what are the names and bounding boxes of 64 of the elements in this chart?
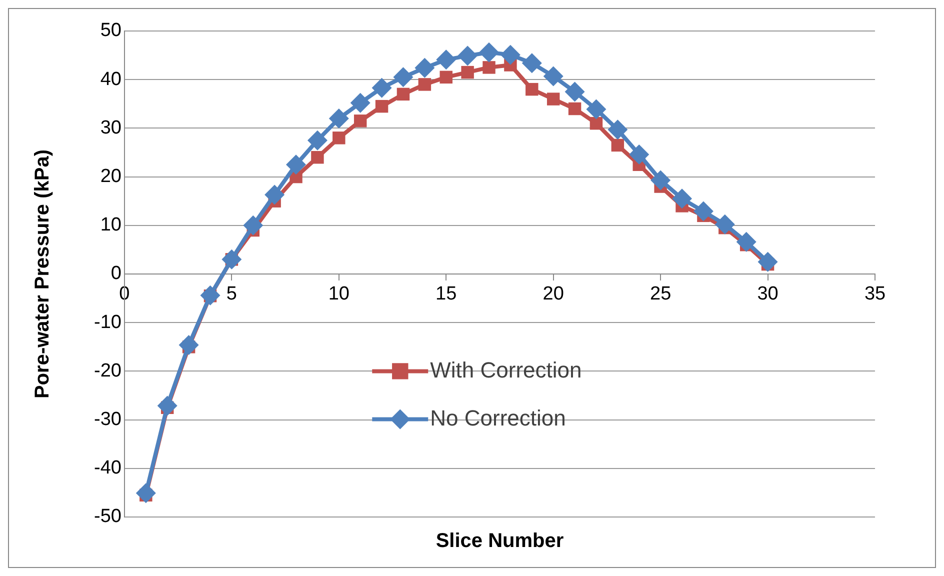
y-tick-label: -20 [94, 360, 122, 382]
point [586, 99, 606, 120]
y-tick-label: -40 [94, 458, 122, 479]
point [608, 120, 628, 140]
point [650, 170, 671, 190]
y-axis-title: Pore-water Pressure (kPa) [31, 149, 54, 399]
point [243, 215, 264, 236]
point [543, 66, 564, 86]
point [611, 138, 624, 152]
point [436, 50, 456, 70]
y-tick-label: -50 [94, 506, 122, 528]
point [568, 102, 582, 116]
x-tick-label: 30 [757, 284, 778, 305]
y-tick-label: -30 [94, 409, 122, 430]
point [693, 201, 714, 222]
x-tick-label: 15 [436, 284, 457, 305]
x-axis-title: Slice Number [436, 530, 564, 552]
point [286, 154, 306, 175]
y-tick-label: 20 [100, 166, 122, 188]
y-tick-label: 0 [110, 263, 122, 284]
point [479, 42, 500, 62]
point [500, 44, 520, 65]
point [522, 53, 542, 74]
x-tick-label: 20 [542, 284, 564, 305]
point [414, 58, 435, 78]
point [311, 150, 324, 164]
point [396, 88, 410, 101]
point [264, 184, 285, 205]
x-tick-label: 25 [650, 284, 672, 305]
point [200, 285, 220, 306]
y-tick-label: 40 [100, 68, 122, 90]
point [590, 116, 603, 130]
point [672, 188, 692, 209]
point [328, 108, 349, 128]
point [354, 114, 367, 128]
point [458, 46, 478, 66]
point [440, 70, 452, 84]
point [136, 483, 156, 504]
point [526, 82, 538, 96]
point [375, 100, 388, 113]
point [736, 232, 756, 252]
y-tick-label: 10 [100, 214, 122, 236]
point [350, 92, 370, 113]
point [393, 67, 414, 88]
point [461, 66, 474, 79]
y-tick-label: 50 [100, 20, 122, 42]
x-tick-label: 5 [226, 284, 237, 305]
point [332, 132, 346, 144]
legend-label: No Correction [430, 405, 566, 430]
point [418, 78, 432, 91]
x-tick-label: 35 [864, 284, 886, 305]
point [546, 92, 560, 106]
point [482, 61, 496, 74]
point [714, 214, 735, 234]
point [307, 130, 328, 150]
point [372, 78, 392, 98]
y-tick-label: -10 [94, 312, 122, 333]
point [564, 82, 585, 102]
point [629, 144, 650, 164]
y-tick-label: 30 [100, 117, 122, 138]
point [758, 252, 778, 272]
legend-label: With Correction [430, 357, 582, 382]
x-tick-label: 10 [328, 284, 350, 305]
point [222, 249, 242, 270]
